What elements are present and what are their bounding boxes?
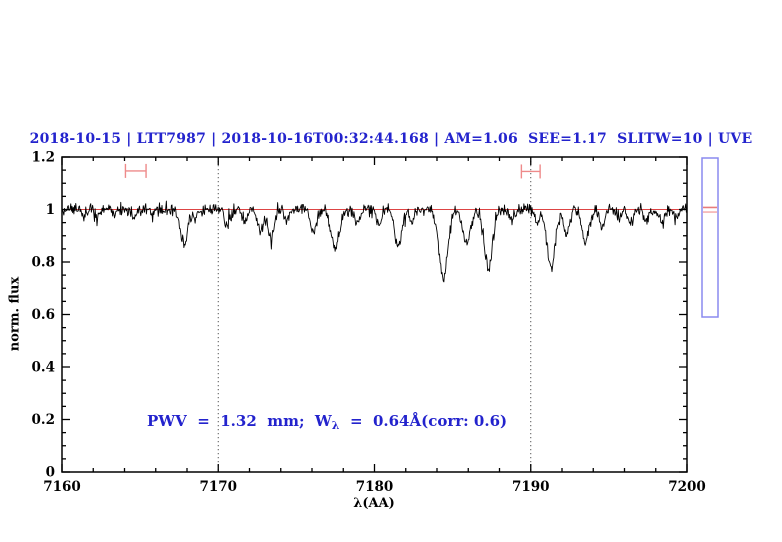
plot-frame <box>61 156 688 473</box>
y-axis-label: norm. flux <box>7 276 23 352</box>
x-tick-label: 7200 <box>668 479 706 495</box>
x-axis-label: λ(AA) <box>353 496 395 511</box>
y-tick-label: 0.8 <box>32 255 56 271</box>
x-tick-label: 7190 <box>512 479 550 495</box>
spectrum-trace <box>61 200 688 283</box>
annotation-text: PWV = 1.32 mm; W <box>147 412 332 430</box>
annotation-text-2: = 0.64Å(corr: 0.6) <box>339 412 508 430</box>
y-tick-label: 0 <box>46 465 55 481</box>
y-tick-label: 0.2 <box>32 412 56 428</box>
x-tick-label: 7170 <box>199 479 237 495</box>
y-tick-label: 0.6 <box>32 307 56 323</box>
exposure-gauge <box>701 157 719 318</box>
y-tick-label: 1.2 <box>32 150 56 166</box>
annotation-subscript: λ <box>331 419 340 432</box>
y-tick-label: 1 <box>46 202 55 218</box>
y-tick-label: 0.4 <box>32 360 56 376</box>
x-tick-label: 7180 <box>356 479 394 495</box>
pwv-annotation: PWV = 1.32 mm; Wλ = 0.64Å(corr: 0.6) <box>147 412 507 432</box>
x-tick-label: 7160 <box>43 479 81 495</box>
observation-header: 2018-10-15 | LTT7987 | 2018-10-16T00:32:… <box>29 131 753 147</box>
